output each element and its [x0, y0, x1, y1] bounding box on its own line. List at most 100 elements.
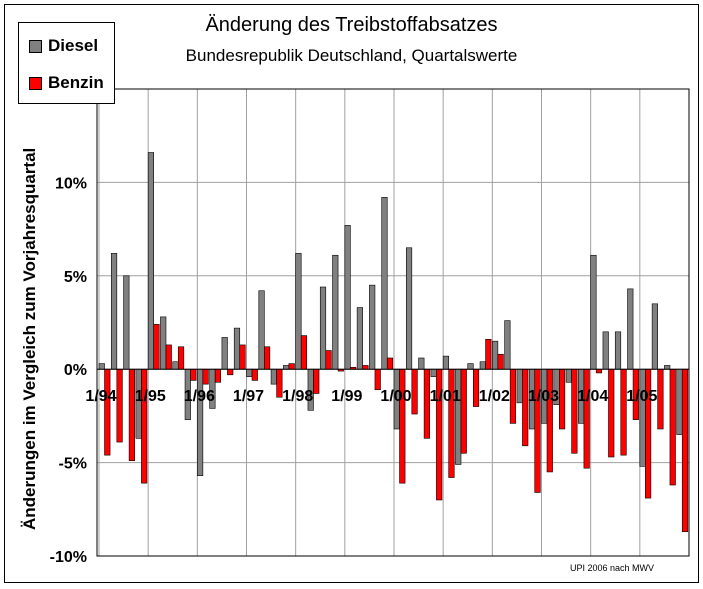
bar-benzin [202, 368, 209, 385]
bar-diesel [172, 361, 179, 370]
y-tick-label: -5% [59, 456, 87, 473]
bar-benzin [559, 368, 566, 430]
x-tick-label: 1/96 [184, 388, 215, 405]
bar-benzin [300, 335, 308, 370]
bar-benzin [141, 368, 148, 484]
bar-benzin [595, 368, 603, 374]
bar-benzin [128, 368, 135, 462]
bar-diesel [258, 290, 265, 370]
plot-area [97, 89, 689, 556]
bar-diesel [565, 368, 572, 383]
bar-diesel [627, 288, 634, 370]
bar-benzin [620, 368, 627, 456]
bar-benzin [153, 324, 160, 370]
bar-benzin [374, 368, 381, 391]
chart-subtitle: Bundesrepublik Deutschland, Quartalswert… [185, 46, 518, 65]
bar-diesel [418, 357, 425, 370]
x-tick-label: 1/01 [430, 388, 461, 405]
bar-diesel [639, 368, 646, 467]
bar-diesel [246, 368, 253, 377]
bar-diesel [356, 307, 363, 370]
bar-benzin [190, 368, 197, 381]
bar-benzin [657, 368, 664, 430]
bar-diesel [590, 254, 597, 370]
bar-benzin [177, 346, 185, 370]
bar-benzin [214, 368, 221, 383]
source-note: UPI 2006 nach MWV [570, 563, 655, 573]
plot-border [96, 88, 690, 557]
legend-item-benzin: Benzin [29, 73, 104, 93]
x-tick-label: 1/03 [528, 388, 559, 405]
bar-diesel [381, 197, 388, 370]
bar-benzin [485, 339, 492, 370]
bar-diesel [676, 368, 683, 435]
bar-benzin [522, 368, 529, 447]
bar-benzin [116, 368, 123, 443]
x-tick-label: 1/02 [479, 388, 510, 405]
bar-diesel [319, 286, 327, 370]
chart-title: Änderung des Treibstoffabsatzes [205, 14, 498, 36]
bar-diesel [455, 368, 462, 465]
x-tick-label: 1/99 [331, 388, 362, 405]
bar-benzin [264, 346, 271, 370]
bar-diesel [467, 363, 474, 370]
legend-swatch-diesel [29, 39, 42, 53]
bar-benzin [497, 353, 504, 370]
bar-diesel [430, 368, 437, 377]
bar-diesel [614, 331, 622, 370]
bar-benzin [681, 368, 689, 533]
bar-benzin [288, 363, 295, 370]
x-tick-label: 1/05 [626, 388, 657, 405]
legend-item-diesel: Diesel [29, 36, 98, 56]
x-tick-label: 1/94 [85, 388, 116, 405]
bar-diesel [492, 340, 499, 370]
bar-benzin [583, 368, 590, 469]
bar-benzin [165, 344, 172, 370]
x-tick-label: 1/00 [380, 388, 411, 405]
bar-benzin [313, 368, 320, 394]
bar-diesel [160, 316, 167, 370]
x-tick-label: 1/04 [577, 388, 608, 405]
bar-benzin [104, 368, 111, 456]
bar-diesel [110, 253, 118, 370]
bar-diesel [221, 337, 228, 370]
bar-diesel [442, 355, 450, 370]
bar-diesel [332, 254, 339, 370]
bar-benzin [546, 368, 553, 473]
y-tick-label: 5% [64, 269, 87, 286]
bar-diesel [283, 365, 290, 370]
bar-diesel [664, 365, 671, 370]
bar-diesel [344, 225, 351, 370]
bar-benzin [460, 368, 467, 454]
bar-benzin [509, 368, 516, 424]
bar-diesel [602, 331, 609, 370]
bar-diesel [516, 368, 523, 404]
bar-diesel [147, 152, 154, 370]
bar-diesel [369, 284, 376, 370]
bar-benzin [386, 357, 394, 370]
y-tick-label: 0% [64, 362, 87, 379]
bar-benzin [571, 368, 578, 454]
legend: Diesel Benzin [18, 22, 115, 104]
bar-diesel [233, 327, 241, 370]
bar-diesel [504, 320, 511, 370]
bar-diesel [98, 363, 105, 370]
bar-benzin [669, 368, 676, 486]
y-tick-label: 10% [55, 175, 87, 192]
bar-diesel [295, 253, 302, 370]
bar-benzin [448, 368, 455, 478]
bar-diesel [479, 361, 486, 370]
bar-benzin [239, 344, 246, 370]
bar-benzin [411, 368, 418, 415]
legend-swatch-benzin [29, 76, 42, 90]
bar-benzin [362, 365, 369, 370]
bar-benzin [399, 368, 406, 484]
bar-diesel [405, 247, 413, 370]
y-tick-label: -10% [50, 549, 87, 566]
bar-diesel [270, 368, 277, 385]
bar-benzin [325, 350, 332, 370]
x-tick-label: 1/98 [282, 388, 313, 405]
x-tick-label: 1/95 [135, 388, 166, 405]
bar-diesel [123, 275, 130, 370]
